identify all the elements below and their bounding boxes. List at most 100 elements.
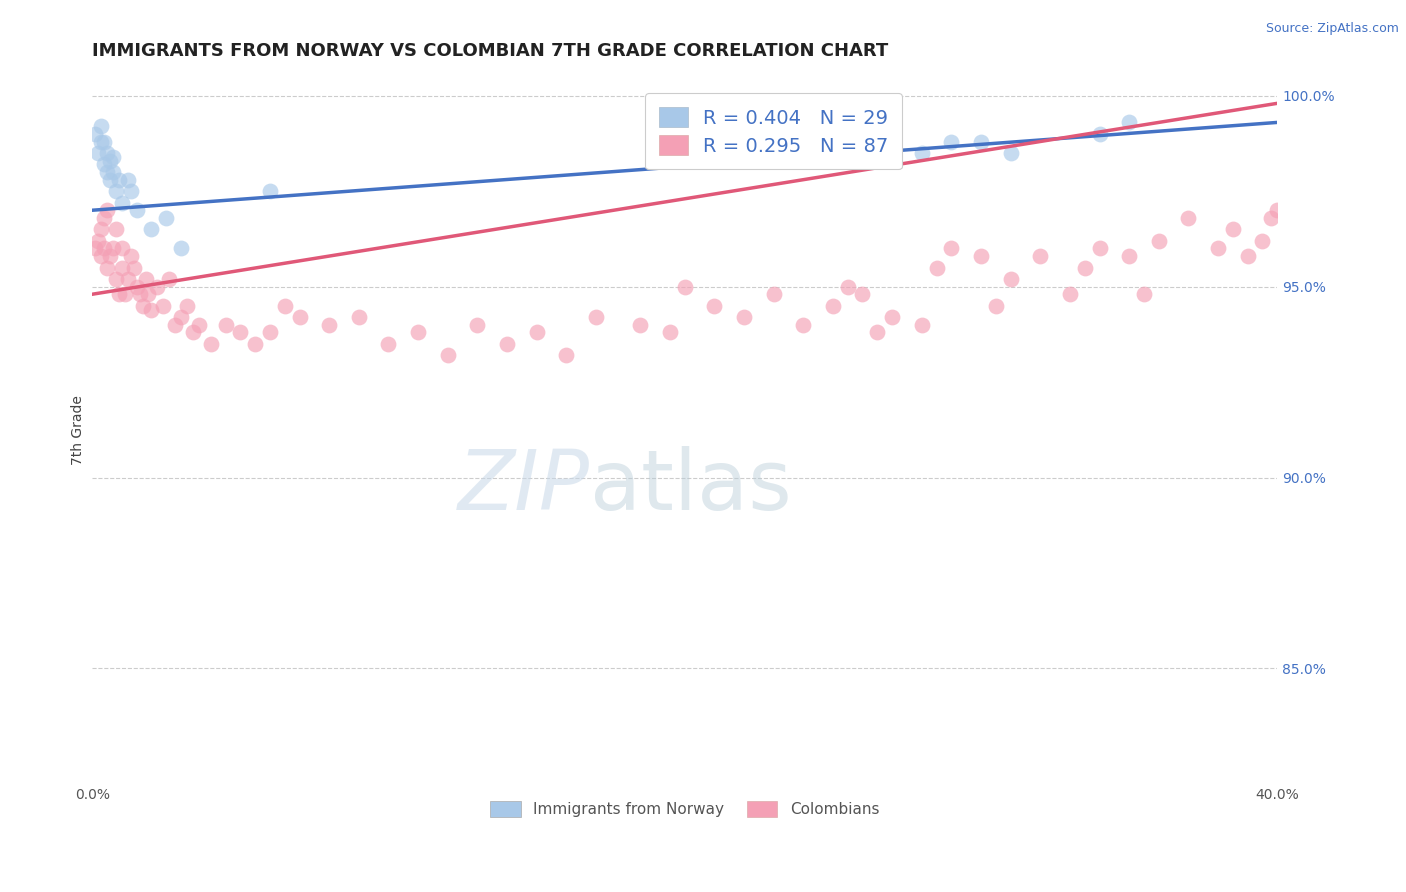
Point [108,287,131,301]
Point [377,337,399,351]
Point [165,318,187,332]
Point [98,172,121,186]
Point [1000,272,1022,286]
Point [111,242,134,256]
Point [101,242,124,256]
Point [1059,287,1081,301]
Point [1118,115,1140,129]
Point [120,184,142,198]
Point [114,287,136,301]
Point [792,318,814,332]
Point [141,222,163,236]
Point [101,150,124,164]
Point [1206,242,1229,256]
Point [941,135,963,149]
Point [347,310,370,325]
Point [925,260,948,275]
Point [87,145,110,160]
Text: ZIP: ZIP [458,446,591,527]
Point [134,272,156,286]
Point [436,348,458,362]
Point [1029,249,1052,263]
Point [152,299,174,313]
Point [108,172,131,186]
Point [96,145,118,160]
Point [733,127,755,141]
Point [170,310,193,325]
Point [187,318,209,332]
Point [585,310,607,325]
Point [1355,631,1378,645]
Point [176,299,198,313]
Point [1275,195,1298,210]
Point [733,310,755,325]
Point [90,249,112,263]
Point [93,157,115,171]
Point [318,318,340,332]
Point [837,279,859,293]
Point [1088,127,1111,141]
Point [181,326,204,340]
Point [1118,249,1140,263]
Point [467,318,489,332]
Point [526,326,548,340]
Point [96,260,118,275]
Text: IMMIGRANTS FROM NORWAY VS COLOMBIAN 7TH GRADE CORRELATION CHART: IMMIGRANTS FROM NORWAY VS COLOMBIAN 7TH … [93,42,889,60]
Point [90,120,112,134]
Point [214,318,236,332]
Point [111,195,134,210]
Point [157,272,180,286]
Point [1147,234,1170,248]
Point [851,287,873,301]
Point [821,299,844,313]
Point [111,260,134,275]
Point [128,287,150,301]
Point [1289,604,1312,618]
Point [882,310,904,325]
Point [406,326,429,340]
Y-axis label: 7th Grade: 7th Grade [72,395,86,465]
Point [93,211,115,225]
Point [970,249,993,263]
Point [555,348,578,362]
Point [104,184,127,198]
Point [200,337,222,351]
Point [125,203,148,218]
Point [1251,234,1274,248]
Point [911,318,934,332]
Point [1265,203,1288,218]
Point [1236,249,1258,263]
Point [658,326,681,340]
Point [98,249,121,263]
Point [1260,211,1282,225]
Point [984,299,1007,313]
Point [84,242,107,256]
Point [1310,585,1333,599]
Point [762,287,785,301]
Point [1222,222,1244,236]
Point [96,203,118,218]
Point [131,299,153,313]
Point [87,234,110,248]
Point [1088,242,1111,256]
Point [90,135,112,149]
Point [1073,260,1095,275]
Point [259,184,281,198]
Point [259,326,281,340]
Point [1177,211,1199,225]
Point [117,272,139,286]
Point [628,318,651,332]
Point [496,337,519,351]
Point [104,272,127,286]
Point [93,242,115,256]
Point [170,242,193,256]
Point [229,326,252,340]
Point [1000,145,1022,160]
Point [243,337,266,351]
Point [104,222,127,236]
Point [1326,615,1348,630]
Point [1133,287,1156,301]
Point [120,249,142,263]
Point [673,279,696,293]
Point [90,222,112,236]
